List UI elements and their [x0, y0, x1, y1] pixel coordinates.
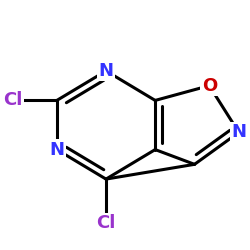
Text: N: N: [49, 140, 64, 158]
Text: Cl: Cl: [96, 214, 116, 232]
Text: Cl: Cl: [3, 92, 22, 110]
Text: N: N: [231, 124, 246, 142]
Text: O: O: [202, 77, 217, 95]
Text: N: N: [98, 62, 114, 80]
